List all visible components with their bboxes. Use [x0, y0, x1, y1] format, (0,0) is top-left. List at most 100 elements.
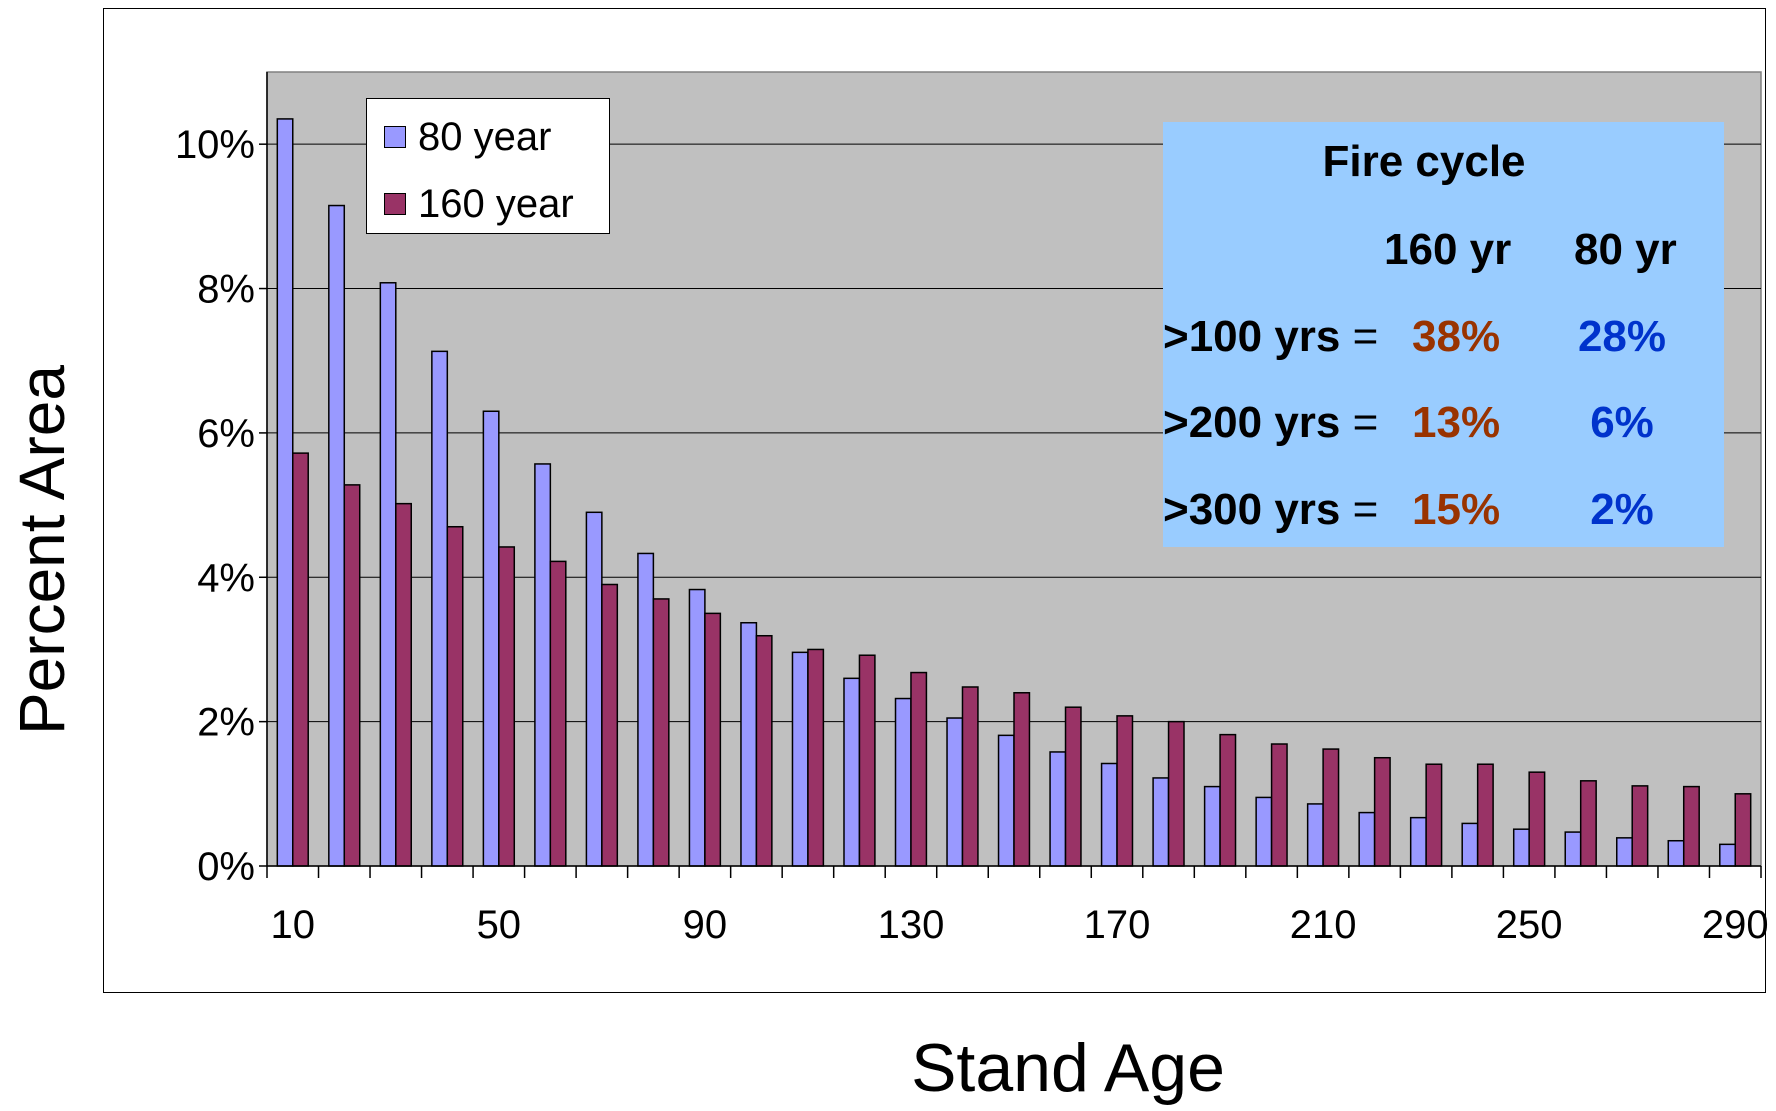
bar-80-year	[1512, 828, 1530, 867]
bar-80-year	[1409, 816, 1427, 867]
bar-80-year	[1049, 751, 1067, 867]
fire-cycle-row-threshold: >200 yrs	[1163, 398, 1341, 447]
bar-80-year	[379, 282, 397, 867]
fire-cycle-row-value-80: 2%	[1590, 485, 1654, 534]
x-tick-label: 10	[271, 903, 316, 947]
fire-cycle-col-80: 80 yr	[1574, 225, 1677, 274]
bar-80-year	[1100, 762, 1118, 867]
fire-cycle-title: Fire cycle	[1322, 137, 1526, 186]
bar-80-year	[1203, 785, 1221, 867]
bar-160-year	[910, 671, 928, 867]
bar-160-year	[549, 560, 567, 867]
bar-80-year	[585, 511, 603, 867]
bar-80-year	[1358, 811, 1376, 867]
y-tick-label: 10%	[175, 123, 255, 167]
bar-160-year	[1528, 771, 1546, 867]
bar-80-year	[1616, 837, 1633, 867]
bar-160-year	[1167, 720, 1185, 867]
bar-80-year	[1255, 796, 1273, 867]
bar-160-year	[1734, 793, 1752, 867]
x-tick-label: 130	[878, 903, 945, 947]
fire-cycle-row-equals: =	[1340, 312, 1379, 361]
bar-160-year	[395, 502, 412, 867]
bar-160-year	[498, 546, 516, 867]
fire-cycle-row-value-160: 15%	[1412, 485, 1501, 534]
bar-160-year	[755, 634, 773, 867]
bar-160-year	[1631, 785, 1649, 867]
bar-80-year	[1719, 843, 1736, 867]
legend-swatch-80-year	[384, 126, 406, 148]
bar-160-year	[1116, 715, 1134, 867]
bar-80-year	[740, 621, 758, 867]
fire-cycle-row-threshold: >300 yrs	[1163, 485, 1341, 534]
fire-cycle-row-equals: =	[1340, 485, 1379, 534]
x-tick-label: 170	[1084, 903, 1151, 947]
bar-160-year	[292, 452, 309, 867]
bar-160-year	[1322, 748, 1340, 867]
y-tick-label: 8%	[197, 268, 255, 312]
bar-80-year	[1306, 803, 1324, 867]
bar-80-year	[843, 677, 861, 867]
bar-80-year	[637, 552, 655, 867]
x-tick-label: 90	[683, 903, 728, 947]
bar-80-year	[276, 118, 294, 867]
fire-cycle-row-threshold: >100 yrs	[1163, 312, 1341, 361]
bar-80-year	[1667, 839, 1685, 867]
bar-160-year	[1682, 785, 1700, 867]
bar-160-year	[858, 654, 876, 867]
x-tick-label: 210	[1290, 903, 1357, 947]
fire-cycle-row-equals: =	[1340, 398, 1379, 447]
x-tick-label: 290	[1702, 903, 1769, 947]
y-tick-label: 4%	[197, 556, 255, 600]
bar-80-year	[482, 410, 500, 867]
x-axis-label: Stand Age	[911, 1030, 1225, 1106]
bar-160-year	[704, 612, 722, 867]
bar-80-year	[534, 463, 552, 867]
y-tick-label: 6%	[197, 412, 255, 456]
bar-160-year	[1064, 706, 1082, 867]
bar-80-year	[431, 350, 449, 867]
x-tick-label: 250	[1496, 903, 1563, 947]
bar-160-year	[1013, 692, 1031, 867]
fire-cycle-row-value-160: 13%	[1412, 398, 1501, 447]
bar-80-year	[894, 697, 912, 867]
bar-80-year	[328, 204, 346, 867]
legend-entry-80-year: 80 year	[384, 114, 552, 159]
bar-160-year	[446, 525, 464, 867]
legend-swatch-160-year	[384, 193, 406, 215]
legend-label-80-year: 80 year	[418, 114, 552, 159]
legend	[366, 98, 610, 234]
fire-cycle-row-value-160: 38%	[1412, 312, 1501, 361]
bar-80-year	[1461, 822, 1479, 867]
bar-80-year	[997, 734, 1015, 867]
bar-160-year	[343, 484, 361, 867]
fire-cycle-row-label: >200 yrs =	[1163, 398, 1378, 448]
bar-160-year	[1219, 733, 1237, 867]
bar-80-year	[1152, 777, 1170, 867]
bar-160-year	[1579, 780, 1597, 867]
bar-160-year	[807, 648, 825, 867]
fire-cycle-row-label: >100 yrs =	[1163, 312, 1378, 362]
bar-160-year	[1476, 763, 1494, 867]
bar-80-year	[1564, 831, 1582, 867]
legend-entry-160-year: 160 year	[384, 181, 574, 226]
x-tick-label: 50	[477, 903, 522, 947]
y-axis-label: Percent Area	[6, 365, 78, 735]
fire-cycle-col-160: 160 yr	[1384, 225, 1512, 274]
bar-160-year	[961, 686, 979, 867]
fire-cycle-row-value-80: 28%	[1577, 312, 1667, 361]
fire-cycle-box	[1163, 122, 1724, 547]
bar-80-year	[688, 588, 706, 867]
legend-label-160-year: 160 year	[418, 181, 574, 226]
bar-160-year	[601, 583, 619, 867]
bar-80-year	[946, 717, 964, 867]
bar-160-year	[652, 598, 670, 867]
y-tick-label: 0%	[197, 845, 255, 889]
bar-160-year	[1373, 756, 1391, 867]
bar-160-year	[1425, 763, 1443, 867]
bar-160-year	[1270, 743, 1288, 867]
fire-cycle-row-label: >300 yrs =	[1163, 485, 1378, 535]
bar-80-year	[791, 651, 809, 867]
fire-cycle-row-value-80: 6%	[1590, 398, 1654, 447]
y-tick-label: 2%	[197, 701, 255, 745]
